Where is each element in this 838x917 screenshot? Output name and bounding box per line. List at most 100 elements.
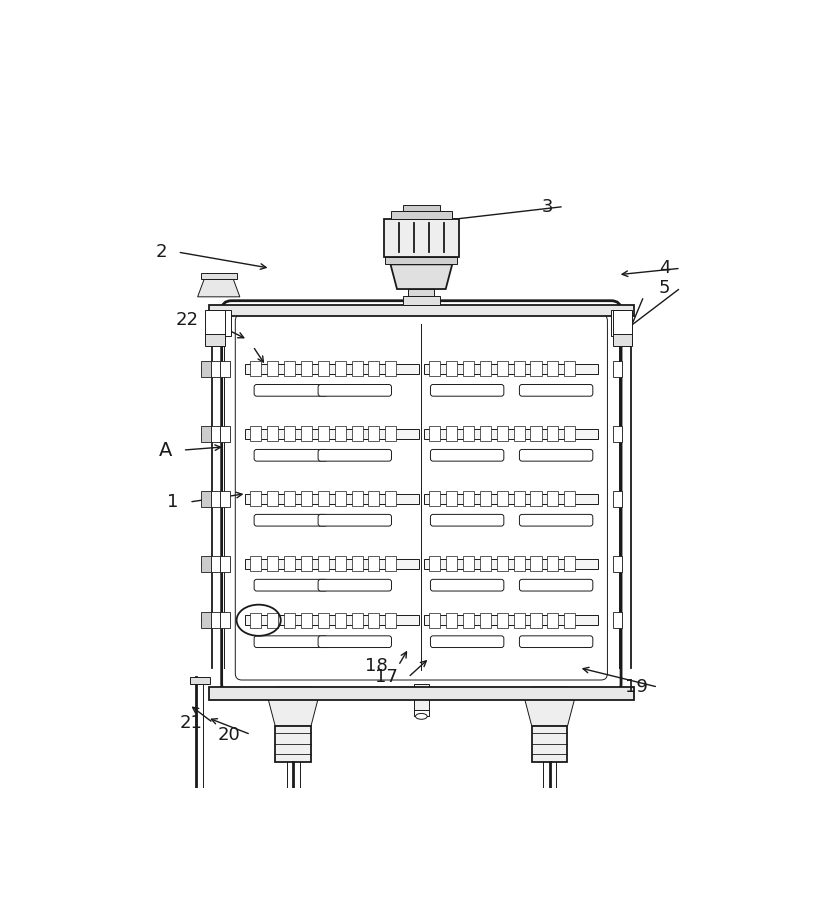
Text: A: A [159, 440, 173, 459]
Bar [532, 726, 567, 762]
FancyBboxPatch shape [221, 301, 621, 693]
Bar [201, 272, 236, 280]
Polygon shape [525, 687, 575, 699]
Bar [245, 364, 419, 374]
FancyBboxPatch shape [318, 580, 391, 591]
Bar [530, 492, 541, 506]
Text: 17: 17 [375, 668, 398, 687]
Bar [514, 426, 525, 441]
Bar [613, 491, 623, 506]
Bar [463, 492, 474, 506]
Bar [334, 492, 346, 506]
Bar [613, 311, 632, 337]
Text: 3: 3 [542, 197, 554, 215]
Bar [612, 311, 624, 337]
Bar [424, 364, 597, 374]
Bar [301, 426, 312, 441]
Bar [463, 361, 474, 376]
Bar [245, 494, 419, 503]
Text: 4: 4 [659, 260, 670, 277]
Bar [530, 361, 541, 376]
Bar [209, 687, 634, 701]
FancyBboxPatch shape [318, 635, 391, 647]
Bar [219, 311, 231, 337]
Bar [369, 426, 380, 441]
Bar [385, 257, 458, 264]
Bar [514, 361, 525, 376]
Bar [564, 426, 575, 441]
Bar [334, 557, 346, 571]
Bar [547, 557, 558, 571]
Bar [514, 492, 525, 506]
Bar [352, 426, 363, 441]
Bar [497, 557, 508, 571]
Bar [369, 557, 380, 571]
Bar [301, 361, 312, 376]
Bar [613, 335, 632, 347]
Bar [257, 845, 328, 853]
Bar [284, 557, 295, 571]
Bar [429, 613, 440, 628]
Bar [429, 361, 440, 376]
Bar [275, 726, 311, 762]
FancyBboxPatch shape [431, 384, 504, 396]
Bar [414, 684, 429, 710]
Bar [220, 613, 230, 628]
Bar [514, 557, 525, 571]
Bar [352, 361, 363, 376]
Bar [547, 492, 558, 506]
Bar [446, 361, 457, 376]
Bar [480, 426, 491, 441]
Bar [530, 557, 541, 571]
Bar [384, 219, 458, 257]
Bar [201, 556, 210, 571]
Bar [613, 426, 623, 442]
Bar [251, 557, 261, 571]
Bar [352, 613, 363, 628]
Text: 22: 22 [175, 311, 199, 329]
Bar [564, 557, 575, 571]
Polygon shape [525, 699, 575, 726]
FancyBboxPatch shape [431, 449, 504, 461]
Bar [613, 613, 623, 628]
Text: 5: 5 [659, 279, 670, 297]
Bar [446, 557, 457, 571]
Text: 19: 19 [625, 679, 648, 696]
Bar [284, 426, 295, 441]
Bar [220, 361, 230, 377]
FancyBboxPatch shape [254, 514, 328, 526]
Bar [352, 557, 363, 571]
FancyBboxPatch shape [520, 635, 592, 647]
Bar [245, 429, 419, 438]
Bar [284, 361, 295, 376]
Bar [210, 426, 220, 442]
Bar [301, 492, 312, 506]
Bar [497, 613, 508, 628]
Bar [385, 361, 396, 376]
Bar [267, 492, 278, 506]
Bar [514, 845, 585, 853]
Bar [463, 426, 474, 441]
Bar [385, 613, 396, 628]
Bar [318, 426, 328, 441]
Bar [334, 426, 346, 441]
Bar [267, 613, 278, 628]
Bar [391, 211, 453, 219]
Bar [424, 429, 597, 438]
Bar [497, 361, 508, 376]
Bar [209, 304, 634, 316]
Bar [245, 558, 419, 569]
Bar [564, 492, 575, 506]
Bar [245, 615, 419, 625]
Text: 1: 1 [168, 493, 178, 511]
FancyBboxPatch shape [254, 635, 328, 647]
Text: 20: 20 [218, 725, 241, 744]
Text: 18: 18 [365, 657, 388, 675]
Bar [463, 557, 474, 571]
Bar [480, 557, 491, 571]
Polygon shape [268, 699, 318, 726]
FancyBboxPatch shape [520, 580, 592, 591]
Bar [369, 492, 380, 506]
Bar [334, 361, 346, 376]
Bar [446, 492, 457, 506]
